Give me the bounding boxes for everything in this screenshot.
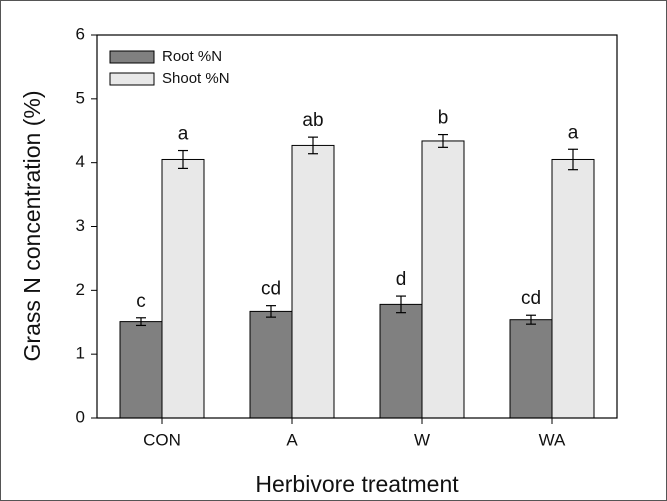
error-bar xyxy=(396,295,406,314)
legend-label: Root %N xyxy=(162,48,222,65)
error-bar xyxy=(136,317,146,327)
y-tick-label: 1 xyxy=(76,344,85,363)
y-tick-label: 4 xyxy=(76,152,85,171)
error-bar xyxy=(438,133,448,148)
bar xyxy=(291,144,335,419)
significance-letter: a xyxy=(178,124,189,145)
significance-letter: cd xyxy=(261,279,281,300)
y-tick-label: 2 xyxy=(76,280,85,299)
error-bar xyxy=(308,136,318,155)
error-bar xyxy=(568,148,578,171)
legend-swatch xyxy=(109,50,155,64)
plot-frame xyxy=(96,34,618,419)
legend-swatch xyxy=(109,72,155,86)
error-bar xyxy=(178,149,188,170)
x-tick-label: A xyxy=(286,430,298,449)
error-bar xyxy=(266,305,276,318)
y-tick-label: 6 xyxy=(76,24,85,43)
significance-letter: b xyxy=(438,108,449,129)
bar xyxy=(421,140,465,419)
y-axis-title: Grass N concentration (%) xyxy=(19,91,45,362)
significance-letter: ab xyxy=(302,110,323,131)
significance-letter: d xyxy=(396,269,407,290)
x-tick-label: W xyxy=(414,430,430,449)
bar xyxy=(161,158,205,419)
bar xyxy=(119,321,163,419)
y-tick-label: 3 xyxy=(76,216,85,235)
y-tick-label: 0 xyxy=(76,407,85,426)
bar xyxy=(249,310,293,419)
x-tick-label: CON xyxy=(143,430,181,449)
significance-letter: c xyxy=(136,291,146,312)
bar xyxy=(551,158,595,419)
y-tick-label: 5 xyxy=(76,88,85,107)
x-tick-label: WA xyxy=(539,430,566,449)
x-axis-title: Herbivore treatment xyxy=(255,471,459,497)
legend-label: Shoot %N xyxy=(162,70,230,87)
significance-letter: cd xyxy=(521,288,541,309)
bar xyxy=(379,303,423,419)
error-bar xyxy=(526,314,536,325)
bar xyxy=(509,319,553,419)
significance-letter: a xyxy=(568,122,579,143)
